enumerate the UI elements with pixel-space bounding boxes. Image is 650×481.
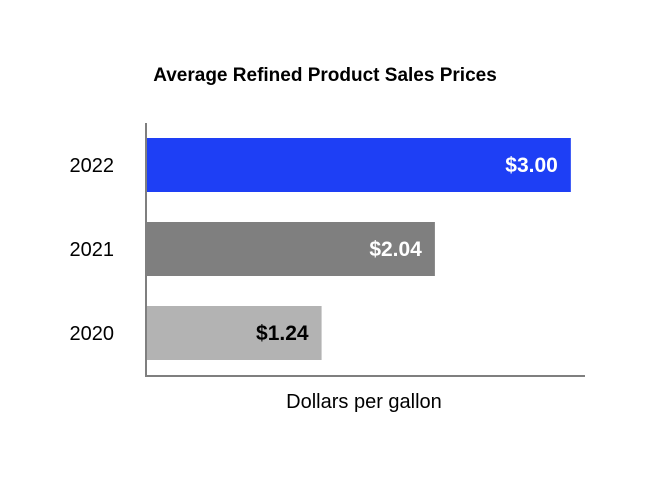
bar-2020 bbox=[146, 306, 322, 360]
y-tick-label-2020: 2020 bbox=[70, 323, 115, 345]
data-label-2022: $3.00 bbox=[505, 154, 558, 177]
bars-layer: $3.00 2022 $2.04 2021 $1.24 2020 bbox=[70, 138, 571, 360]
data-label-2021: $2.04 bbox=[369, 238, 422, 261]
data-label-2020: $1.24 bbox=[256, 322, 309, 345]
y-tick-label-2022: 2022 bbox=[70, 155, 115, 177]
bar-2022 bbox=[146, 138, 571, 192]
y-tick-label-2021: 2021 bbox=[70, 239, 115, 261]
chart-title: Average Refined Product Sales Prices bbox=[153, 65, 497, 86]
bar-2021 bbox=[146, 222, 435, 276]
x-axis-label: Dollars per gallon bbox=[286, 391, 442, 413]
